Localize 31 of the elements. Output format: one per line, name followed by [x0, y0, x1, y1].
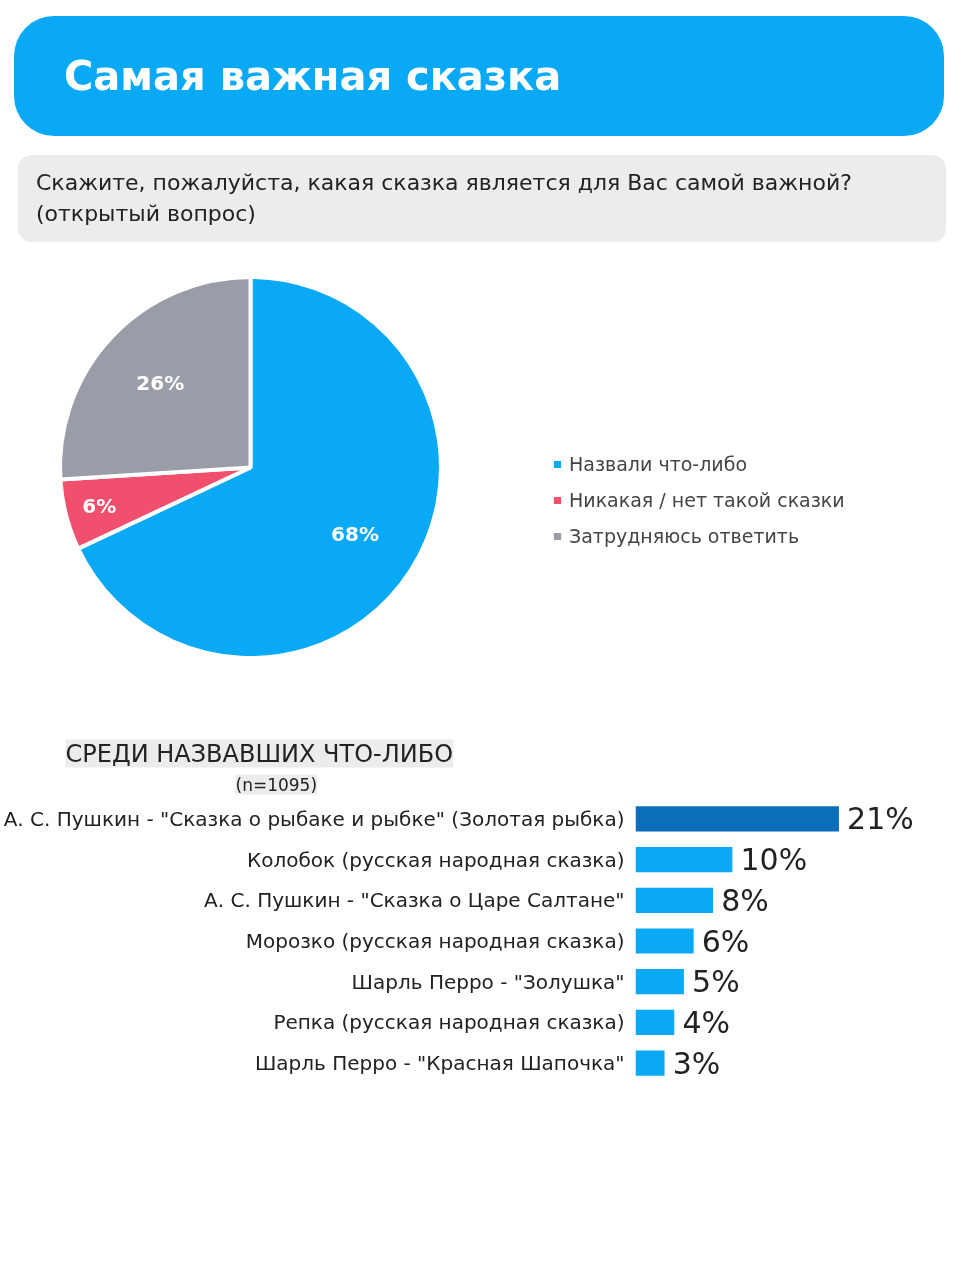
data-label: 68%	[331, 521, 379, 546]
bar	[635, 928, 694, 954]
data-label: 4%	[682, 1004, 730, 1040]
text: (n=1095)	[235, 774, 318, 795]
bar	[635, 1009, 675, 1035]
data-label: 3%	[672, 1045, 721, 1081]
data-label: 5%	[692, 964, 740, 1000]
legend-label: Никакая / нет такой сказки	[569, 488, 845, 511]
data-label: 8%	[721, 882, 769, 918]
legend-label: Назвали что-либо	[569, 452, 748, 475]
data-label: 6%	[701, 923, 750, 959]
bar	[635, 806, 839, 832]
text: СРЕДИ НАЗВАВШИХ ЧТО-ЛИБО	[65, 739, 454, 768]
y-tick-label: А. С. Пушкин - "Сказка о Царе Салтане"	[204, 888, 625, 913]
chart-subtitle: Скажите, пожалуйста, какая сказка является для Вас самой важной? (открытый вопрос)	[36, 169, 853, 229]
y-tick-label: А. С. Пушкин - "Сказка о рыбаке и рыбке" (Золотая рыбка)	[3, 806, 625, 831]
data-label: 10%	[740, 841, 808, 877]
y-tick-label: Шарль Перро - "Золушка"	[351, 969, 625, 994]
y-tick-label: Шарль Перро - "Красная Шапочка"	[254, 1050, 625, 1075]
legend-label: Затрудняюсь ответить	[569, 524, 800, 547]
bar	[635, 1050, 665, 1076]
y-tick-label: Колобок (русская народная сказка)	[247, 847, 625, 872]
bar	[635, 887, 713, 913]
data-label: 6%	[82, 494, 117, 519]
data-label: 21%	[847, 801, 914, 837]
data-label: 26%	[136, 370, 185, 395]
y-tick-label: Репка (русская народная сказка)	[273, 1010, 625, 1035]
chart-title: Самая важная сказка	[64, 52, 562, 101]
bar	[635, 846, 733, 873]
bar	[635, 968, 684, 995]
y-tick-label: Морозко (русская народная сказка)	[245, 928, 625, 953]
